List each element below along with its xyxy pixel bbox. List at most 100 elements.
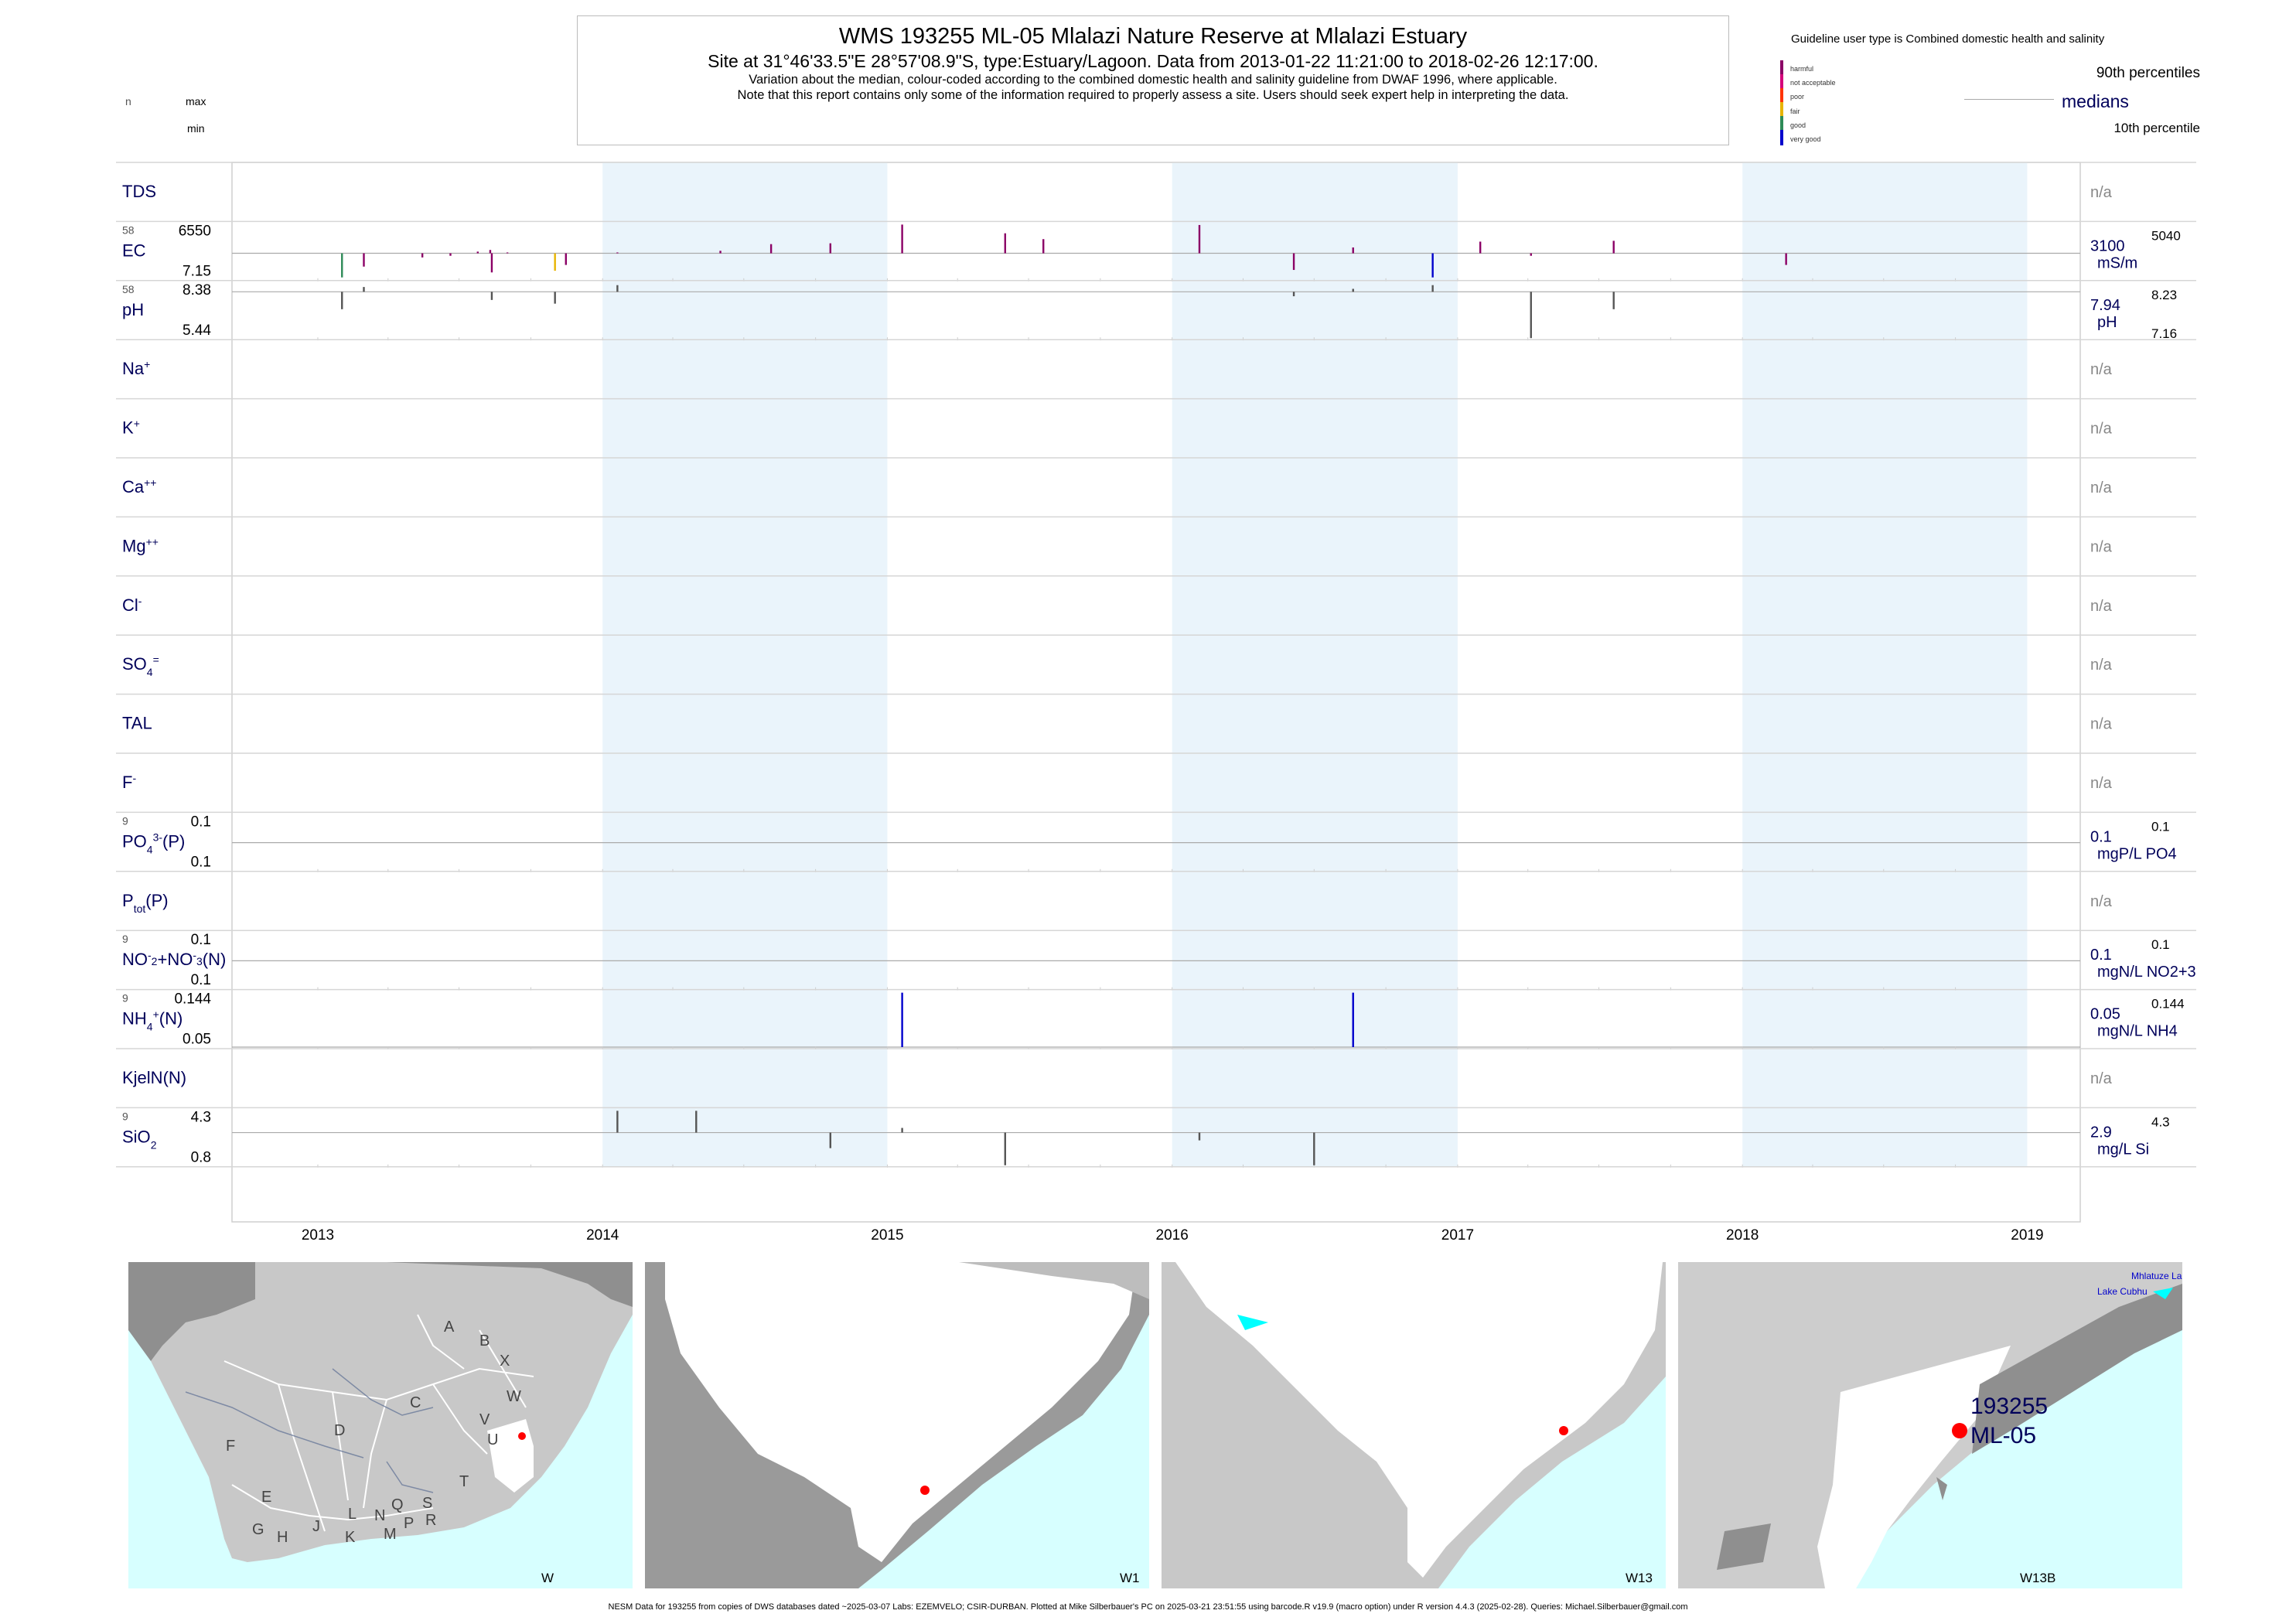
row-n-nh4-n: 9 <box>122 992 128 1005</box>
row-n-sio2: 9 <box>122 1110 128 1122</box>
legend-class-very-good: very good <box>1790 135 1821 144</box>
svg-text:V: V <box>479 1411 490 1428</box>
row-p90-ec: 5040 <box>2151 228 2181 243</box>
row-min-sio2: 0.8 <box>191 1149 211 1165</box>
row-na-mg: n/a <box>2090 538 2113 555</box>
row-n-ph: 58 <box>122 283 135 295</box>
row-median-sio2: 2.9 <box>2090 1124 2112 1141</box>
row-max-ec: 6550 <box>179 223 211 239</box>
shaded-year-2018 <box>1742 162 2028 1167</box>
key-min: min <box>187 122 205 135</box>
row-p90-po43-p: 0.1 <box>2151 819 2170 834</box>
row-max-po43-p: 0.1 <box>191 814 211 830</box>
x-tick-2016: 2016 <box>1156 1227 1189 1244</box>
row-label-so4: SO4= <box>122 653 159 678</box>
svg-text:Q: Q <box>391 1496 404 1513</box>
svg-text:R: R <box>425 1512 436 1529</box>
map-south-africa: ABX C WV DUF TE Q SL N RG J PH K M W <box>128 1262 633 1588</box>
row-p10-ph: 7.16 <box>2151 326 2177 341</box>
x-tick-2014: 2014 <box>586 1227 619 1244</box>
legend-class-fair: fair <box>1790 107 1800 115</box>
footer-note: NESM Data for 193255 from copies of DWS … <box>608 1602 1688 1612</box>
row-unit-po43-p: mgP/L PO4 <box>2097 845 2177 862</box>
row-label-ptot-p: Ptot(P) <box>122 891 169 915</box>
map-region-labels: A BX C WV D U F T E Q S L N R G J P H K M <box>226 1319 521 1546</box>
page-subtitle: Site at 31°46'33.5"E 28°57'08.9"S, type:… <box>708 51 1598 71</box>
row-na-f: n/a <box>2090 775 2113 792</box>
map-label-w1: W1 <box>1120 1571 1140 1585</box>
row-n-po43-p: 9 <box>122 814 128 827</box>
page-title: WMS 193255 ML-05 Mlalazi Nature Reserve … <box>838 24 1468 49</box>
row-max-no2-no3-n: 0.1 <box>191 932 211 948</box>
svg-text:E: E <box>261 1489 271 1506</box>
row-min-nh4-n: 0.05 <box>183 1032 211 1048</box>
row-na-k: n/a <box>2090 421 2113 438</box>
legend-class-poor: poor <box>1790 93 1805 101</box>
row-max-sio2: 4.3 <box>191 1109 211 1125</box>
map-w13b: 193255 ML-05 Mhlatuze La Lake Cubhu W13B <box>1678 1262 2182 1588</box>
legend-median-line <box>1964 99 2054 100</box>
row-label-ec: EC <box>122 241 146 260</box>
key-max: max <box>186 95 206 107</box>
x-tick-2013: 2013 <box>302 1227 334 1244</box>
row-p90-ph: 8.23 <box>2151 288 2177 302</box>
map-label-w: W <box>541 1571 554 1585</box>
svg-text:L: L <box>348 1506 357 1523</box>
note-line-1: Variation about the median, colour-coded… <box>749 73 1557 87</box>
row-na-ca: n/a <box>2090 479 2113 496</box>
row-na-tal: n/a <box>2090 716 2113 733</box>
svg-text:P: P <box>404 1515 414 1532</box>
row-min-po43-p: 0.1 <box>191 854 211 870</box>
legend-class-harmful: harmful <box>1790 65 1814 73</box>
row-label-kjeln-n: KjelN(N) <box>122 1068 186 1087</box>
legend-title: Guideline user type is Combined domestic… <box>1791 32 2105 46</box>
row-median-ph: 7.94 <box>2090 297 2120 314</box>
svg-text:H: H <box>277 1529 288 1546</box>
svg-text:N: N <box>374 1507 385 1524</box>
legend-medians: medians <box>2062 91 2129 111</box>
svg-text:A: A <box>444 1319 455 1336</box>
row-label-f: F- <box>122 772 136 792</box>
svg-text:G: G <box>252 1521 264 1538</box>
svg-text:B: B <box>479 1332 490 1349</box>
x-tick-2018: 2018 <box>1726 1227 1759 1244</box>
map-label-w13b: W13B <box>2020 1571 2055 1585</box>
row-label-k: K+ <box>122 418 140 438</box>
legend-class-not-acceptable: not acceptable <box>1790 79 1836 87</box>
svg-text:T: T <box>459 1473 469 1490</box>
row-label-no2-no3-n: NO-2+NO-3(N) <box>122 949 226 969</box>
svg-text:F: F <box>226 1438 235 1455</box>
row-unit-nh4-n: mgN/L NH4 <box>2097 1023 2178 1040</box>
header-box: WMS 193255 ML-05 Mlalazi Nature Reserve … <box>577 15 1729 145</box>
note-line-2: Note that this report contains only some… <box>737 88 1569 102</box>
row-max-ph: 8.38 <box>183 282 211 299</box>
row-label-mg: Mg++ <box>122 535 159 555</box>
svg-text:S: S <box>422 1495 432 1512</box>
row-max-nh4-n: 0.144 <box>174 991 211 1008</box>
map-site-code: ML-05 <box>1970 1423 2036 1448</box>
row-median-po43-p: 0.1 <box>2090 828 2112 845</box>
row-median-nh4-n: 0.05 <box>2090 1006 2120 1023</box>
map-site-number: 193255 <box>1970 1394 2048 1419</box>
x-tick-2019: 2019 <box>2011 1227 2043 1244</box>
shaded-year-2016 <box>1172 162 1458 1167</box>
row-na-so4: n/a <box>2090 657 2113 674</box>
row-na-cl: n/a <box>2090 598 2113 615</box>
maps-panel: ABX C WV DUF TE Q SL N RG J PH K M W W1 W13 <box>128 1262 2182 1588</box>
svg-text:J: J <box>312 1518 320 1535</box>
legend-p10: 10th percentile <box>2113 121 2200 135</box>
legend-colour-bar <box>1780 60 1783 145</box>
row-p90-nh4-n: 0.144 <box>2151 997 2185 1012</box>
row-unit-ph: pH <box>2097 314 2117 331</box>
svg-text:C: C <box>410 1394 421 1411</box>
row-label-po43-p: PO43-(P) <box>122 831 185 855</box>
row-na-na: n/a <box>2090 361 2113 378</box>
row-p90-sio2: 4.3 <box>2151 1114 2170 1129</box>
row-label-na: Na+ <box>122 358 150 378</box>
legend-class-good: good <box>1790 121 1806 129</box>
key-n: n <box>125 95 131 107</box>
map-place-mhlatuze: Mhlatuze La <box>2131 1271 2182 1281</box>
row-label-sio2: SiO2 <box>122 1127 157 1151</box>
svg-text:X: X <box>500 1353 510 1370</box>
row-min-no2-no3-n: 0.1 <box>191 972 211 988</box>
